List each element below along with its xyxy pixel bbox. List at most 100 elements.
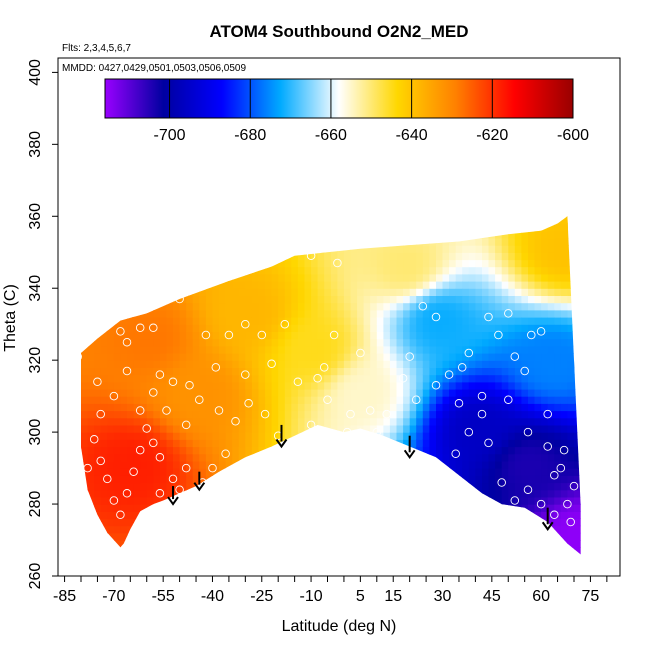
heatmap-cell xyxy=(232,266,240,275)
heatmap-cell xyxy=(153,338,161,347)
heatmap-cell xyxy=(541,288,549,296)
heatmap-cell xyxy=(120,417,128,426)
heatmap-cell xyxy=(416,288,424,296)
heatmap-cell xyxy=(560,532,568,541)
heatmap-cell xyxy=(554,446,562,455)
heatmap-cell xyxy=(245,223,253,232)
heatmap-cell xyxy=(146,338,154,347)
heatmap-cell xyxy=(166,410,174,419)
heatmap-cell xyxy=(330,532,338,541)
heatmap-cell xyxy=(462,410,470,419)
heatmap-cell xyxy=(199,353,207,361)
heatmap-cell xyxy=(528,216,536,225)
heatmap-cell xyxy=(291,489,299,498)
heatmap-cell xyxy=(383,511,391,520)
heatmap-cell xyxy=(146,273,154,282)
sample-point xyxy=(224,330,234,340)
sample-point xyxy=(168,377,178,387)
heatmap-cell xyxy=(291,496,299,505)
heatmap-cell xyxy=(370,288,378,296)
heatmap-cell xyxy=(442,496,450,505)
heatmap-cell xyxy=(179,432,187,440)
heatmap-cell xyxy=(581,317,588,325)
heatmap-cell xyxy=(403,245,411,253)
heatmap-cell xyxy=(258,295,266,304)
heatmap-cell xyxy=(127,547,135,555)
heatmap-cell xyxy=(120,525,128,534)
heatmap-cell xyxy=(462,259,470,268)
heatmap-cell xyxy=(337,237,345,246)
heatmap-cell xyxy=(403,345,411,354)
heatmap-cell xyxy=(389,432,398,440)
heatmap-cell xyxy=(422,388,430,397)
heatmap-cell xyxy=(350,367,358,376)
heatmap-cell xyxy=(81,396,82,404)
heatmap-cell xyxy=(468,518,476,527)
heatmap-cell xyxy=(429,388,437,397)
heatmap-cell xyxy=(219,295,227,304)
heatmap-cell xyxy=(87,374,95,383)
heatmap-cell xyxy=(205,302,214,311)
heatmap-cell xyxy=(567,468,575,476)
heatmap-cell xyxy=(173,273,181,282)
heatmap-cell xyxy=(581,504,588,512)
heatmap-cell xyxy=(324,432,332,440)
heatmap-cell xyxy=(192,281,200,289)
heatmap-cell xyxy=(442,324,450,332)
heatmap-cell xyxy=(528,381,536,390)
heatmap-cell xyxy=(547,266,555,275)
heatmap-cell xyxy=(107,424,115,433)
heatmap-cell xyxy=(429,489,437,498)
heatmap-cell xyxy=(350,403,358,412)
heatmap-cell xyxy=(383,216,391,217)
heatmap-cell xyxy=(442,223,450,232)
heatmap-cell xyxy=(429,482,437,491)
heatmap-cell xyxy=(587,231,594,239)
heatmap-cell xyxy=(225,424,233,433)
heatmap-cell xyxy=(304,446,312,455)
heatmap-cell xyxy=(350,532,358,541)
sample-point xyxy=(536,499,546,509)
heatmap-cell xyxy=(567,532,575,541)
heatmap-cell xyxy=(508,554,516,555)
heatmap-cell xyxy=(219,518,227,527)
heatmap-cell xyxy=(225,288,233,296)
heatmap-cell xyxy=(449,482,457,491)
heatmap-cell xyxy=(271,252,279,261)
heatmap-cell xyxy=(166,338,174,347)
heatmap-cell xyxy=(534,554,542,555)
heatmap-cell xyxy=(146,331,154,340)
heatmap-cell xyxy=(107,381,115,390)
heatmap-cell xyxy=(212,518,220,527)
heatmap-cell xyxy=(482,288,490,296)
heatmap-cell xyxy=(120,367,128,376)
heatmap-cell xyxy=(232,317,240,325)
heatmap-cell xyxy=(337,381,345,390)
sample-point xyxy=(116,327,125,336)
heatmap-cell xyxy=(350,388,358,397)
heatmap-cell xyxy=(258,547,266,555)
heatmap-cell xyxy=(449,424,457,433)
heatmap-cell xyxy=(508,273,516,282)
heatmap-cell xyxy=(409,475,417,484)
heatmap-cell xyxy=(389,540,398,548)
heatmap-cell xyxy=(383,518,391,527)
heatmap-cell xyxy=(403,460,411,469)
heatmap-cell xyxy=(179,259,187,268)
heatmap-cell xyxy=(146,417,154,426)
heatmap-cell xyxy=(153,317,161,325)
heatmap-cell xyxy=(265,338,273,347)
heatmap-cell xyxy=(212,388,220,397)
heatmap-cell xyxy=(508,216,516,225)
heatmap-cell xyxy=(147,202,154,210)
sample-point xyxy=(135,445,145,455)
heatmap-cell xyxy=(199,374,207,383)
heatmap-cell xyxy=(278,338,286,347)
heatmap-cell xyxy=(376,345,384,354)
heatmap-cell xyxy=(284,396,292,404)
heatmap-cell xyxy=(554,367,562,376)
heatmap-cell xyxy=(225,273,233,282)
heatmap-cell xyxy=(192,288,200,296)
heatmap-cell xyxy=(205,410,214,419)
heatmap-cell xyxy=(560,439,568,448)
